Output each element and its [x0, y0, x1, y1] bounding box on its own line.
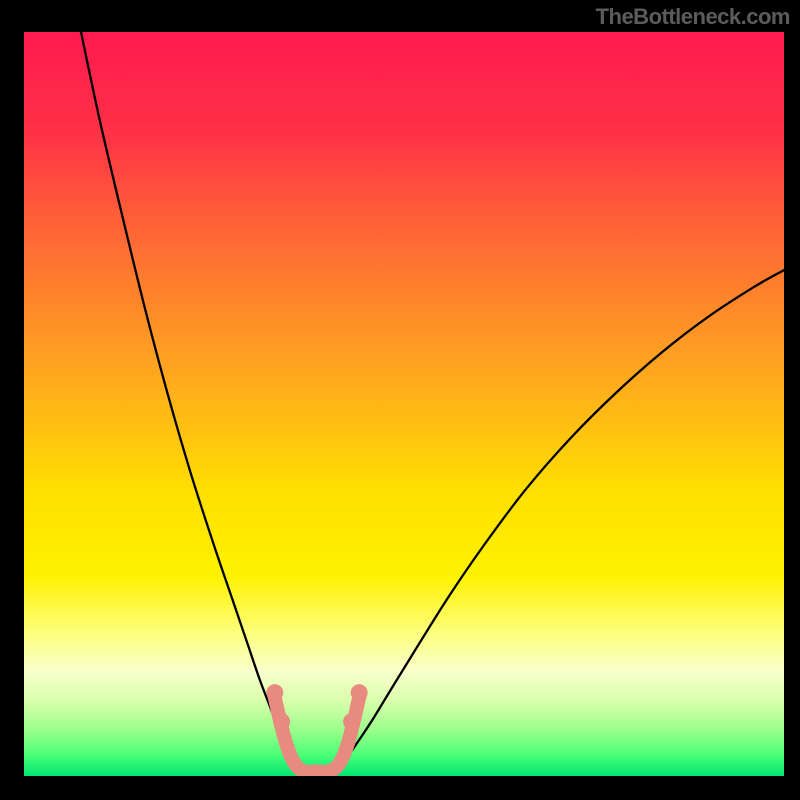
valley-marker-dot: [343, 713, 360, 730]
chart-plot-area: [24, 32, 784, 776]
valley-marker-dot: [351, 684, 368, 701]
valley-marker-dot: [273, 713, 290, 730]
valley-marker-dot: [266, 684, 283, 701]
chart-svg: [24, 32, 784, 776]
chart-background: [24, 32, 784, 776]
watermark-text: TheBottleneck.com: [596, 4, 790, 30]
